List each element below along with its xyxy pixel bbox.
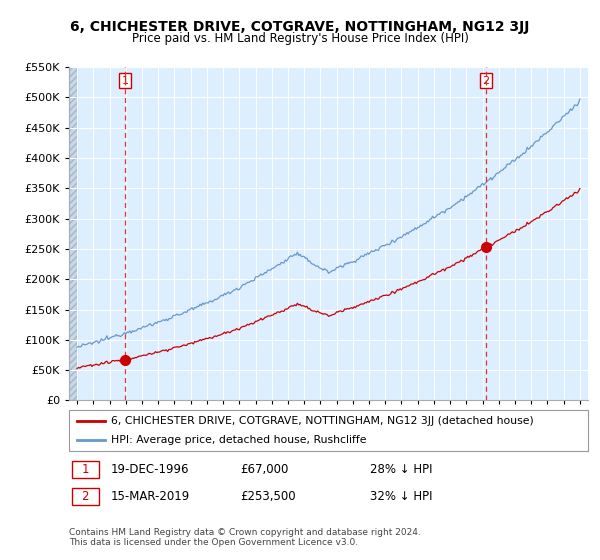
FancyBboxPatch shape [71,461,98,478]
Text: £67,000: £67,000 [240,463,289,476]
Text: 28% ↓ HPI: 28% ↓ HPI [370,463,433,476]
Text: 6, CHICHESTER DRIVE, COTGRAVE, NOTTINGHAM, NG12 3JJ (detached house): 6, CHICHESTER DRIVE, COTGRAVE, NOTTINGHA… [110,417,533,426]
Text: 1: 1 [122,76,128,86]
Text: Price paid vs. HM Land Registry's House Price Index (HPI): Price paid vs. HM Land Registry's House … [131,32,469,45]
FancyBboxPatch shape [69,410,588,451]
Text: Contains HM Land Registry data © Crown copyright and database right 2024.
This d: Contains HM Land Registry data © Crown c… [69,528,421,547]
Text: 1: 1 [82,463,89,476]
Text: £253,500: £253,500 [240,490,296,503]
Polygon shape [69,67,77,400]
Text: 2: 2 [82,490,89,503]
Text: 32% ↓ HPI: 32% ↓ HPI [370,490,433,503]
Text: 15-MAR-2019: 15-MAR-2019 [110,490,190,503]
Text: 19-DEC-1996: 19-DEC-1996 [110,463,189,476]
Text: HPI: Average price, detached house, Rushcliffe: HPI: Average price, detached house, Rush… [110,435,366,445]
Text: 6, CHICHESTER DRIVE, COTGRAVE, NOTTINGHAM, NG12 3JJ: 6, CHICHESTER DRIVE, COTGRAVE, NOTTINGHA… [70,20,530,34]
Text: 2: 2 [482,76,490,86]
FancyBboxPatch shape [71,488,98,505]
